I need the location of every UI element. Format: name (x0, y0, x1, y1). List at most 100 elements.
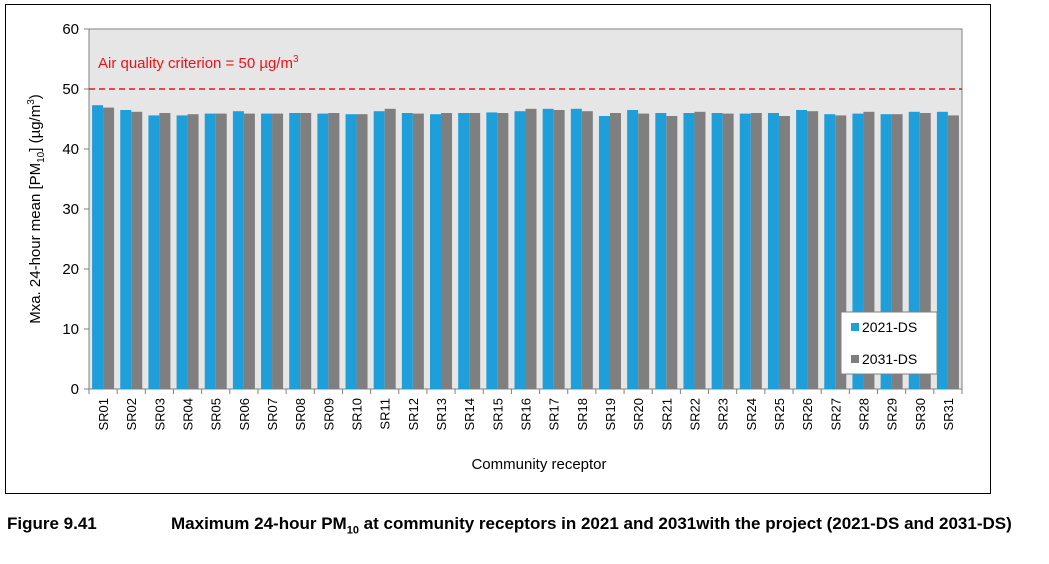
x-tick-label: SR12 (406, 398, 421, 431)
bar-2031-ds-sr06 (243, 113, 255, 389)
y-axis-label: Mxa. 24-hour mean [PM10] (µg/m3) (26, 94, 47, 324)
bar-2021-ds-sr01 (92, 105, 104, 389)
y-axis-label-prefix: Mxa. 24-hour mean [PM (27, 163, 44, 324)
bar-2021-ds-sr19 (598, 116, 610, 389)
bar-2021-ds-sr02 (120, 110, 132, 389)
x-axis: SR01 SR02 SR03 SR04 SR05 SR06 SR07 SR08 SR09 SR10… (88, 389, 963, 431)
bar-2031-ds-sr18 (581, 111, 593, 389)
bar-2031-ds-sr16 (525, 108, 537, 390)
bars-group (92, 105, 959, 390)
y-tick-label: 20 (62, 261, 79, 278)
x-tick-label: SR26 (800, 398, 815, 431)
bar-2031-ds-sr13 (441, 113, 453, 389)
bar-2031-ds-sr29 (891, 114, 903, 389)
bar-2021-ds-sr21 (655, 113, 667, 389)
legend-label-2031-ds: 2031-DS (862, 351, 917, 367)
y-tick-label: 60 (62, 21, 79, 38)
bar-2031-ds-sr04 (187, 114, 199, 389)
bar-2021-ds-sr04 (176, 115, 188, 390)
bar-2031-ds-sr07 (272, 113, 284, 389)
x-tick-label: SR28 (856, 398, 871, 431)
x-tick-label: SR14 (462, 398, 477, 431)
bar-2031-ds-sr24 (750, 113, 762, 389)
bar-2021-ds-sr23 (711, 113, 723, 389)
legend-box (840, 311, 938, 375)
bar-2031-ds-sr10 (356, 114, 368, 389)
bar-2021-ds-sr24 (739, 113, 751, 389)
x-tick-label: SR18 (575, 398, 590, 431)
y-tick-label: 50 (62, 81, 79, 98)
x-tick-label: SR02 (124, 398, 139, 431)
y-axis: 0 10 20 30 40 50 60 (62, 21, 89, 398)
bar-2021-ds-sr15 (486, 112, 498, 390)
x-tick-label: SR30 (913, 398, 928, 431)
legend-swatch-2021-ds (851, 323, 859, 331)
bar-2031-ds-sr15 (497, 113, 509, 389)
bar-2031-ds-sr31 (947, 115, 959, 390)
criterion-label-sup: 3 (293, 54, 299, 65)
x-tick-label: SR07 (265, 398, 280, 431)
bar-2031-ds-sr11 (384, 108, 396, 390)
y-axis-label-sub: 10 (36, 151, 47, 163)
bar-2021-ds-sr09 (317, 113, 329, 389)
bar-2031-ds-sr05 (215, 113, 227, 389)
bar-2021-ds-sr29 (880, 114, 892, 389)
bar-2021-ds-sr07 (261, 113, 273, 389)
bar-2031-ds-sr22 (694, 111, 706, 390)
x-tick-label: SR04 (181, 398, 196, 431)
bar-2021-ds-sr26 (796, 110, 808, 389)
y-axis-label-mid: ] (µg/m (27, 105, 44, 152)
y-tick-label: 40 (62, 141, 79, 158)
x-tick-label: SR20 (631, 398, 646, 431)
bar-2031-ds-sr03 (159, 113, 171, 389)
bar-2021-ds-sr20 (627, 110, 639, 389)
x-tick-label: SR03 (152, 398, 167, 431)
x-tick-label: SR19 (603, 398, 618, 431)
y-axis-label-sup: 3 (26, 99, 37, 105)
bar-2031-ds-sr17 (553, 110, 565, 389)
x-tick-label: SR13 (434, 398, 449, 431)
bar-2021-ds-sr13 (430, 114, 442, 389)
bar-2021-ds-sr27 (824, 114, 836, 389)
y-tick-label: 0 (71, 381, 79, 398)
bar-2021-ds-sr31 (936, 111, 948, 390)
legend-swatch-2031-ds (851, 355, 859, 363)
bar-2021-ds-sr28 (852, 113, 864, 389)
figure-caption-text-sub: 10 (346, 524, 359, 537)
figure-caption-text: Maximum 24-hour PM10 at community recept… (171, 514, 1046, 540)
bar-2021-ds-sr05 (204, 113, 216, 389)
bar-2031-ds-sr26 (807, 111, 819, 389)
bar-2031-ds-sr20 (638, 113, 650, 389)
legend: 2021-DS 2031-DS (840, 311, 938, 375)
x-tick-label: SR27 (828, 398, 843, 431)
bar-2031-ds-sr27 (835, 115, 847, 390)
bar-2021-ds-sr16 (514, 111, 526, 389)
bar-2021-ds-sr03 (148, 115, 160, 390)
bar-2021-ds-sr11 (373, 111, 385, 389)
y-tick-label: 10 (62, 321, 79, 338)
bar-2031-ds-sr14 (469, 113, 481, 389)
bar-2031-ds-sr25 (778, 116, 790, 389)
bar-2021-ds-sr25 (767, 113, 779, 389)
x-tick-label: SR25 (772, 398, 787, 431)
bar-2031-ds-sr23 (722, 113, 734, 389)
bar-2021-ds-sr12 (401, 113, 413, 389)
x-tick-label: SR08 (293, 398, 308, 431)
bar-2031-ds-sr01 (103, 107, 115, 389)
x-tick-label: SR23 (716, 398, 731, 431)
bar-2021-ds-sr06 (232, 111, 244, 389)
y-tick-label: 30 (62, 201, 79, 218)
x-tick-label: SR24 (744, 398, 759, 431)
y-axis-label-suffix: ) (27, 94, 44, 99)
bar-2031-ds-sr19 (609, 113, 621, 389)
x-tick-label: SR21 (659, 398, 674, 431)
bar-2031-ds-sr08 (300, 113, 312, 389)
bar-2021-ds-sr14 (458, 113, 470, 389)
x-tick-label: SR17 (547, 398, 562, 431)
x-tick-label: SR05 (209, 398, 224, 431)
figure-caption-text-prefix: Maximum 24-hour PM (171, 514, 347, 533)
x-tick-label: SR29 (885, 398, 900, 431)
figure-caption-text-suffix: at community receptors in 2021 and 2031w… (358, 514, 1012, 533)
bar-2031-ds-sr30 (919, 113, 931, 389)
bar-2031-ds-sr02 (131, 111, 143, 390)
